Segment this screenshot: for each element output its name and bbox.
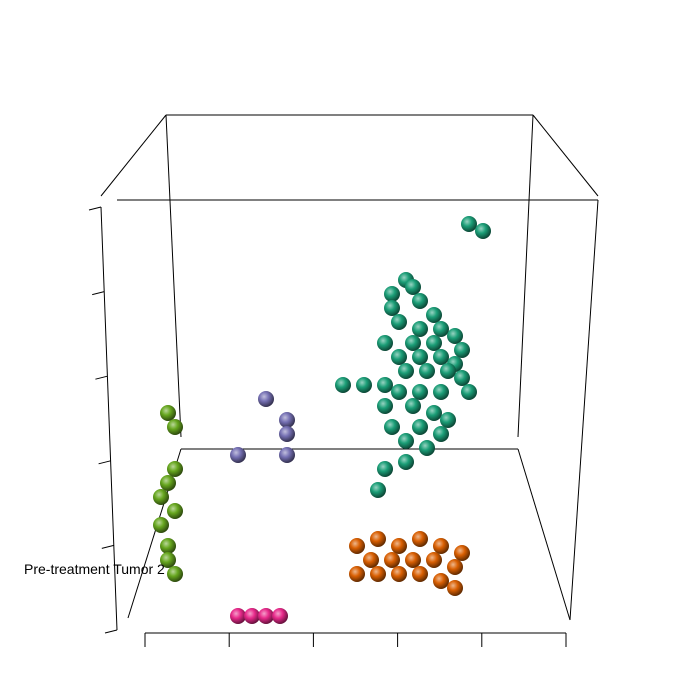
data-point: [454, 370, 470, 386]
data-point: [279, 447, 295, 463]
data-point: [377, 335, 393, 351]
data-point: [412, 321, 428, 337]
data-point: [349, 538, 365, 554]
box-edge: [532, 114, 599, 197]
data-point: [405, 552, 421, 568]
data-point: [384, 300, 400, 316]
data-point: [461, 384, 477, 400]
data-point: [433, 426, 449, 442]
data-points: [153, 216, 491, 624]
data-point: [370, 566, 386, 582]
data-point: [426, 405, 442, 421]
data-point: [426, 335, 442, 351]
data-point: [160, 552, 176, 568]
data-point: [384, 419, 400, 435]
data-point: [419, 440, 435, 456]
z-tick: [104, 629, 118, 634]
box-edge: [165, 114, 182, 438]
data-point: [412, 349, 428, 365]
data-point: [391, 384, 407, 400]
data-point: [461, 216, 477, 232]
data-point: [167, 461, 183, 477]
data-point: [258, 391, 274, 407]
data-point: [384, 552, 400, 568]
data-point: [153, 489, 169, 505]
data-point: [447, 559, 463, 575]
axis-box: [100, 114, 599, 634]
data-point: [440, 412, 456, 428]
data-point: [160, 475, 176, 491]
data-point: [454, 342, 470, 358]
data-point: [167, 566, 183, 582]
data-point: [391, 349, 407, 365]
data-point: [279, 412, 295, 428]
data-point: [377, 377, 393, 393]
z-tick: [88, 206, 102, 211]
data-point: [272, 608, 288, 624]
data-point: [454, 545, 470, 561]
data-point: [349, 566, 365, 582]
axis-ticks: [88, 206, 567, 647]
data-point: [440, 363, 456, 379]
data-point: [167, 419, 183, 435]
data-point: [433, 538, 449, 554]
data-point: [412, 293, 428, 309]
data-point: [447, 328, 463, 344]
box-edge: [517, 448, 571, 621]
data-point: [230, 447, 246, 463]
box-edge: [569, 199, 599, 621]
z-tick: [101, 544, 114, 549]
data-point: [447, 580, 463, 596]
z-tick: [95, 375, 108, 380]
data-point: [370, 531, 386, 547]
data-point: [279, 426, 295, 442]
data-point: [391, 314, 407, 330]
data-point: [377, 461, 393, 477]
data-point: [391, 538, 407, 554]
data-point: [419, 363, 435, 379]
data-point: [398, 363, 414, 379]
z-axis: [100, 206, 118, 631]
data-point: [391, 566, 407, 582]
data-point: [160, 405, 176, 421]
data-point: [475, 223, 491, 239]
data-point: [405, 335, 421, 351]
data-point: [433, 384, 449, 400]
data-point: [160, 538, 176, 554]
data-point: [405, 398, 421, 414]
data-point: [153, 517, 169, 533]
data-point: [398, 454, 414, 470]
data-point: [412, 419, 428, 435]
z-tick: [98, 460, 111, 465]
data-point: [258, 608, 274, 624]
data-point: [384, 286, 400, 302]
data-point: [335, 377, 351, 393]
data-point: [244, 608, 260, 624]
data-point: [167, 503, 183, 519]
data-point: [412, 531, 428, 547]
data-point: [412, 566, 428, 582]
data-point: [433, 321, 449, 337]
data-point: [412, 384, 428, 400]
box-edge: [100, 114, 167, 197]
data-point: [356, 377, 372, 393]
data-point: [433, 349, 449, 365]
z-tick: [92, 291, 105, 296]
data-point: [398, 433, 414, 449]
data-point: [426, 552, 442, 568]
data-point: [433, 573, 449, 589]
data-point: [230, 608, 246, 624]
data-point: [370, 482, 386, 498]
data-point: [426, 307, 442, 323]
data-point: [363, 552, 379, 568]
data-point: [405, 279, 421, 295]
point-label: Pre-treatment Tumor 2: [24, 561, 165, 577]
data-point: [377, 398, 393, 414]
box-edge: [517, 114, 534, 438]
